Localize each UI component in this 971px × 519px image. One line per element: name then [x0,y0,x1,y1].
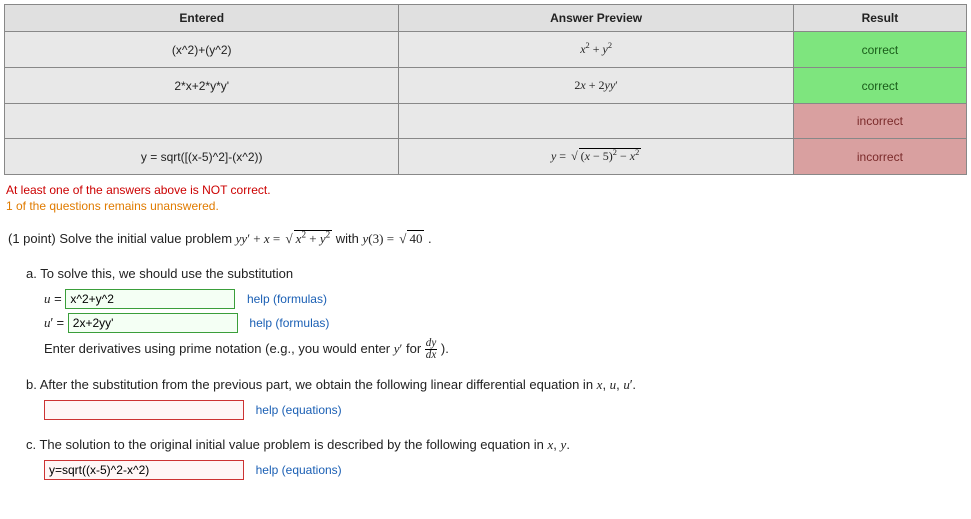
part-c-input[interactable] [44,460,244,480]
part-a-u-line: u = help (formulas) [44,289,963,310]
part-a-uprime-line: u′ = help (formulas) [44,313,963,334]
table-row: y = sqrt([(x-5)^2]-(x^2)) y = (x − 5)2 −… [5,139,967,175]
part-c-text2: . [566,437,570,452]
uprime-label: u [44,315,51,330]
problem-stem: (1 point) Solve the initial value proble… [8,229,963,250]
part-c-input-line: help (equations) [44,460,963,481]
part-b-input[interactable] [44,400,244,420]
deriv-note-1: Enter derivatives using prime notation (… [44,341,394,356]
uprime-input[interactable] [68,313,238,333]
deriv-note-2: for [406,341,425,356]
stem-prefix: Solve the initial value problem [59,231,235,246]
col-result: Result [793,5,966,32]
deriv-note: Enter derivatives using prime notation (… [44,338,963,361]
part-c: c. The solution to the original initial … [26,435,963,456]
part-a: a. To solve this, we should use the subs… [26,264,963,285]
table-row: (x^2)+(y^2) x2 + y2 correct [5,32,967,68]
part-b-text2: . [632,377,636,392]
entered-cell: y = sqrt([(x-5)^2]-(x^2)) [5,139,399,175]
result-cell: incorrect [793,139,966,175]
deriv-note-3: ). [441,341,449,356]
part-b-input-line: help (equations) [44,400,963,421]
warning-unanswered: 1 of the questions remains unanswered. [6,199,967,213]
table-row: incorrect [5,104,967,139]
result-cell: incorrect [793,104,966,139]
points-label: (1 point) [8,231,56,246]
result-cell: correct [793,32,966,68]
help-equations-link[interactable]: help (equations) [256,463,342,477]
entered-cell: (x^2)+(y^2) [5,32,399,68]
u-input[interactable] [65,289,235,309]
result-cell: correct [793,68,966,104]
problem-body: (1 point) Solve the initial value proble… [8,229,963,480]
results-table: Entered Answer Preview Result (x^2)+(y^2… [4,4,967,175]
help-formulas-link[interactable]: help (formulas) [249,316,329,330]
error-not-correct: At least one of the answers above is NOT… [6,183,967,197]
preview-cell [399,104,793,139]
preview-cell: x2 + y2 [399,32,793,68]
part-b-text: b. After the substitution from the previ… [26,377,597,392]
entered-cell: 2*x+2*y*y' [5,68,399,104]
preview-cell: 2x + 2yy′ [399,68,793,104]
part-b: b. After the substitution from the previ… [26,375,963,396]
help-equations-link[interactable]: help (equations) [256,403,342,417]
col-entered: Entered [5,5,399,32]
table-row: 2*x+2*y*y' 2x + 2yy′ correct [5,68,967,104]
help-formulas-link[interactable]: help (formulas) [247,292,327,306]
entered-cell [5,104,399,139]
preview-cell: y = (x − 5)2 − x2 [399,139,793,175]
part-c-text: c. The solution to the original initial … [26,437,548,452]
stem-cond: with [336,231,363,246]
part-a-text: a. To solve this, we should use the subs… [26,266,293,281]
part-b-vars: x [597,377,603,392]
u-label: u [44,291,51,306]
col-preview: Answer Preview [399,5,793,32]
